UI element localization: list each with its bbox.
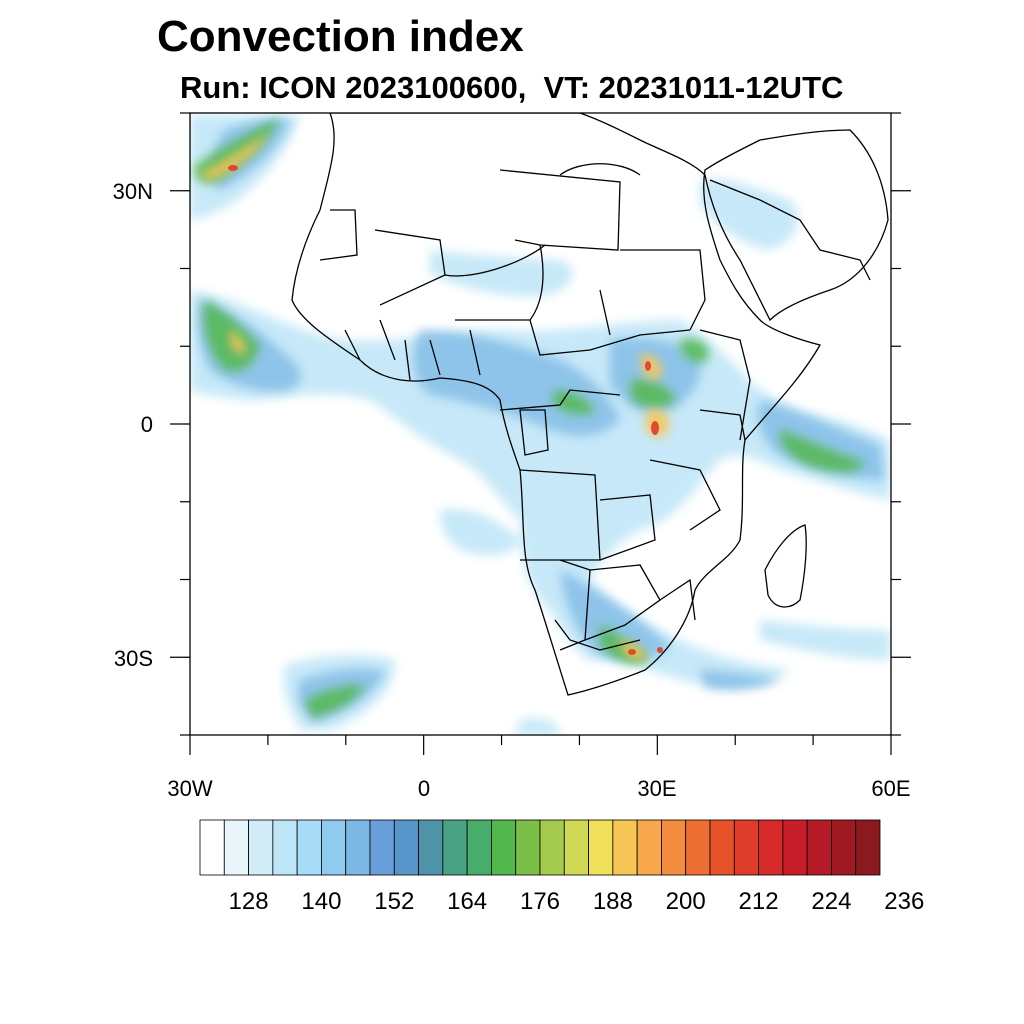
lon-label-30e: 30E xyxy=(637,776,677,801)
lon-label-30w: 30W xyxy=(167,776,213,801)
colorbar-label: 224 xyxy=(811,888,852,915)
colorbar-swatch xyxy=(418,819,444,876)
colorbar-label: 176 xyxy=(519,888,561,915)
colorbar-label: 212 xyxy=(738,888,779,915)
lat-label-30n: 30N xyxy=(112,179,153,204)
colorbar-swatch xyxy=(782,819,808,876)
lat-label-0: 0 xyxy=(140,412,153,437)
colorbar-swatch xyxy=(539,819,565,876)
convection-red xyxy=(228,165,663,655)
colorbar-swatch xyxy=(588,819,614,876)
colorbar-swatch xyxy=(612,819,638,876)
colorbar-label: 140 xyxy=(301,888,342,915)
axis-ticks xyxy=(170,112,911,755)
colorbar-swatch xyxy=(709,819,735,876)
colorbar-swatch xyxy=(321,819,347,876)
chart-subtitle: Run: ICON 2023100600, VT: 20231011-12UTC xyxy=(180,70,844,105)
colorbar-swatch xyxy=(733,819,759,876)
colorbar-swatch xyxy=(248,819,274,876)
chart-title: Convection index xyxy=(157,12,524,61)
colorbar-label: 128 xyxy=(228,888,269,915)
colorbar-swatch xyxy=(563,819,589,876)
lon-label-0: 0 xyxy=(417,776,431,801)
colorbar-label: 200 xyxy=(665,888,706,915)
convection-field xyxy=(190,115,890,735)
colorbar-label: 164 xyxy=(447,888,488,915)
colorbar-swatch xyxy=(442,819,468,876)
colorbar-swatch xyxy=(831,819,857,876)
colorbar-swatch xyxy=(223,819,249,876)
colorbar-swatch xyxy=(758,819,784,876)
colorbar xyxy=(199,819,881,876)
colorbar-swatch xyxy=(272,819,298,876)
colorbar-swatch xyxy=(466,819,492,876)
colorbar-label: 152 xyxy=(374,888,415,915)
colorbar-swatch xyxy=(491,819,517,876)
colorbar-swatch xyxy=(345,819,371,876)
coastlines xyxy=(291,113,889,696)
colorbar-label: 188 xyxy=(592,888,633,915)
colorbar-swatch xyxy=(806,819,832,876)
colorbar-swatch xyxy=(199,819,225,876)
lat-label-30s: 30S xyxy=(113,646,153,671)
colorbar-swatch xyxy=(661,819,687,876)
colorbar-label: 236 xyxy=(884,888,925,915)
colorbar-swatch xyxy=(393,819,419,876)
lon-label-60e: 60E xyxy=(871,776,911,801)
colorbar-swatch xyxy=(636,819,662,876)
colorbar-swatch xyxy=(515,819,541,876)
colorbar-swatch xyxy=(855,819,881,876)
colorbar-swatch xyxy=(369,819,395,876)
colorbar-swatch xyxy=(296,819,322,876)
colorbar-swatch xyxy=(685,819,711,876)
